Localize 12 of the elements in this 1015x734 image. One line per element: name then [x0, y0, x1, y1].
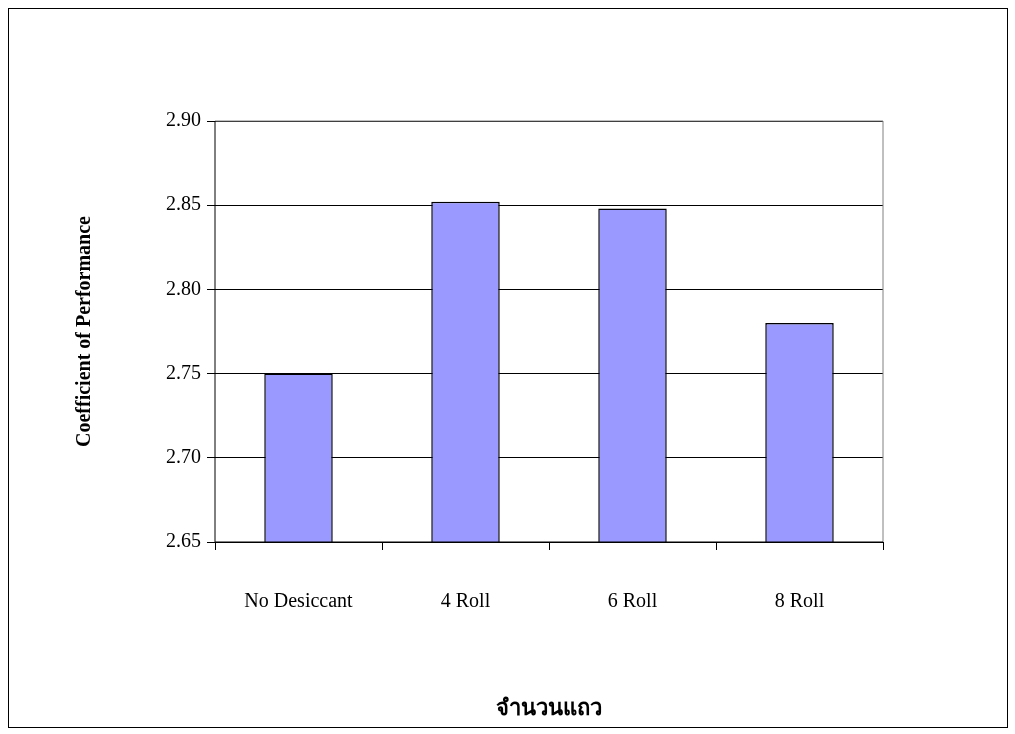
x-axis-title: จำนวนแถว [496, 695, 602, 721]
x-tick-label: No Desiccant [244, 589, 354, 612]
x-tick-label: 4 Roll [440, 589, 491, 612]
y-tick-label: 2.65 [166, 529, 201, 552]
x-tick-label: 6 Roll [607, 589, 658, 612]
y-tick-label: 2.90 [166, 108, 201, 131]
y-tick-label: 2.85 [166, 192, 201, 215]
x-tick-label: 8 Roll [774, 589, 825, 612]
y-tick-label: 2.80 [166, 276, 201, 299]
y-tick-label: 2.75 [166, 360, 201, 383]
y-axis-title: Coefficient of Performance [72, 215, 95, 447]
y-tick-label: 2.70 [166, 445, 201, 468]
